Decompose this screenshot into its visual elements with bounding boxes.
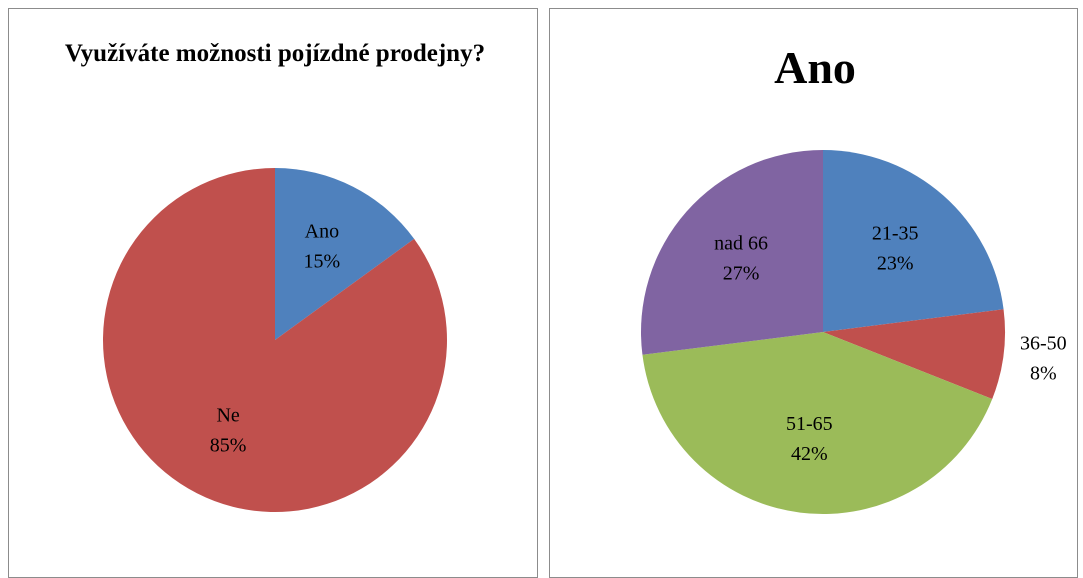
slice-label: 51-65 bbox=[786, 413, 833, 435]
slice-label: 36-50 bbox=[1020, 332, 1067, 354]
slice-label: 21-35 bbox=[872, 223, 919, 245]
slice-value-label: 15% bbox=[304, 251, 341, 273]
pie-slice bbox=[823, 150, 1004, 332]
pie-slice bbox=[275, 168, 415, 340]
slice-value-label: 85% bbox=[210, 435, 247, 457]
slice-label: nad 66 bbox=[714, 232, 768, 254]
pie-slice bbox=[642, 332, 993, 515]
slice-label: Ano bbox=[305, 221, 339, 243]
slice-value-label: 42% bbox=[791, 443, 828, 465]
slice-label: Ne bbox=[216, 405, 239, 427]
pie-slice bbox=[102, 168, 447, 513]
page: Využíváte možnosti pojízdné prodejny? An… bbox=[8, 8, 1078, 578]
charts: Ano 15% Ne 85% 21-35 23% 36-50 8% 51-65 42% nad 66… bbox=[102, 150, 1067, 515]
pie-slice bbox=[641, 150, 823, 355]
slice-value-label: 8% bbox=[1030, 362, 1057, 384]
chart-title: Využíváte možnosti pojízdné prodejny? bbox=[64, 40, 486, 67]
slice-value-label: 23% bbox=[877, 253, 914, 275]
chart-title: Ano bbox=[774, 42, 856, 93]
pie-slice bbox=[823, 309, 1005, 399]
slice-value-label: 27% bbox=[723, 262, 760, 284]
